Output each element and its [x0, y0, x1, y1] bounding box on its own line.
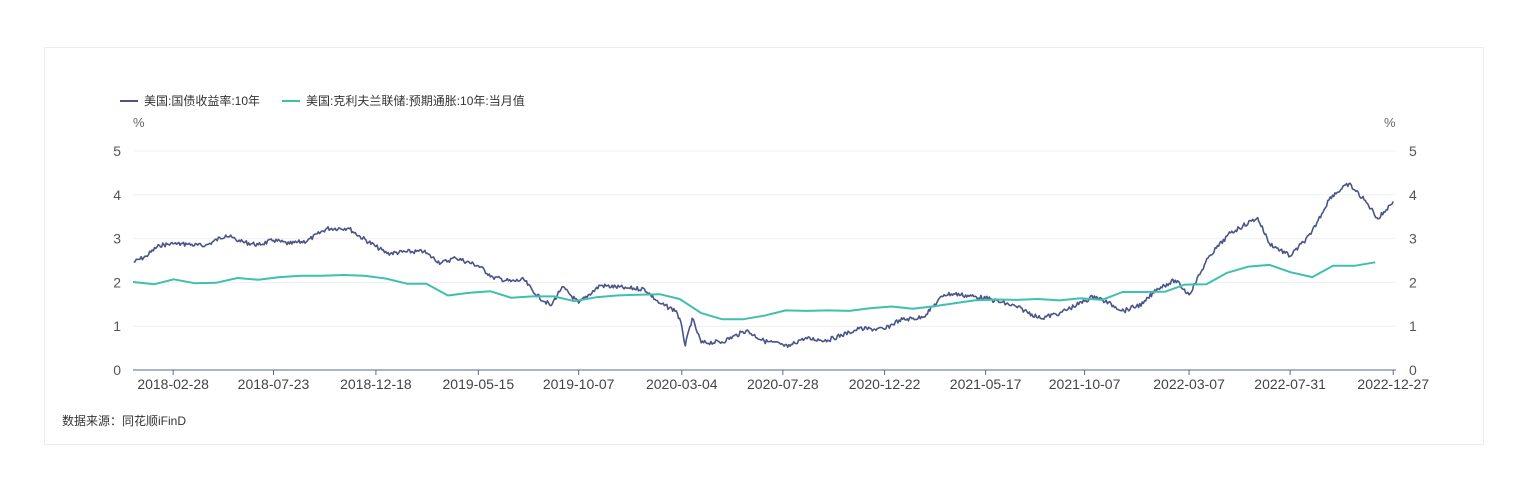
series-line-0: [133, 182, 1394, 348]
legend-swatch-inflation-expectation: [282, 99, 301, 102]
legend-label-treasury-yield: 美国:国债收益率:10年: [144, 94, 261, 108]
y-tick-right-4: 4: [1409, 187, 1417, 203]
series-line-1: [132, 261, 1376, 321]
data-source-note: 数据来源：同花顺iFinD: [62, 414, 187, 428]
x-tick-label-11: 2022-07-31: [1254, 376, 1326, 392]
legend-label-inflation-expectation: 美国:克利夫兰联储:预期通胀:10年:当月值: [306, 94, 525, 108]
y-tick-right-5: 5: [1409, 143, 1417, 159]
y-tick-left-4: 4: [113, 187, 121, 203]
x-tick-label-9: 2021-10-07: [1049, 376, 1121, 392]
chart-card: [44, 47, 1484, 445]
x-tick-label-5: 2020-03-04: [646, 376, 718, 392]
y-tick-left-1: 1: [113, 318, 121, 334]
x-tick-label-0: 2018-02-28: [137, 376, 209, 392]
y-tick-left-5: 5: [113, 143, 121, 159]
y-tick-right-3: 3: [1409, 231, 1417, 247]
y-unit-left: %: [133, 115, 145, 130]
y-tick-left-2: 2: [113, 274, 121, 290]
x-tick-label-3: 2019-05-15: [443, 376, 515, 392]
x-tick-label-7: 2020-12-22: [849, 376, 921, 392]
y-tick-right-1: 1: [1409, 318, 1417, 334]
legend-swatch-treasury-yield: [120, 99, 138, 102]
legend-item-inflation-expectation[interactable]: 美国:克利夫兰联储:预期通胀:10年:当月值: [282, 92, 525, 109]
x-tick-label-12: 2022-12-27: [1357, 376, 1429, 392]
x-tick-label-10: 2022-03-07: [1153, 376, 1225, 392]
x-tick-label-2: 2018-12-18: [340, 376, 412, 392]
y-tick-right-0: 0: [1409, 362, 1417, 378]
y-unit-right: %: [1384, 115, 1396, 130]
x-tick-label-8: 2021-05-17: [950, 376, 1022, 392]
y-tick-left-3: 3: [113, 231, 121, 247]
x-tick-label-6: 2020-07-28: [747, 376, 819, 392]
chart-legend: 美国:国债收益率:10年 美国:克利夫兰联储:预期通胀:10年:当月值: [120, 92, 525, 109]
y-tick-right-2: 2: [1409, 274, 1417, 290]
legend-item-treasury-yield[interactable]: 美国:国债收益率:10年: [120, 92, 260, 109]
x-tick-label-4: 2019-10-07: [543, 376, 615, 392]
y-tick-left-0: 0: [113, 362, 121, 378]
x-tick-label-1: 2018-07-23: [238, 376, 310, 392]
